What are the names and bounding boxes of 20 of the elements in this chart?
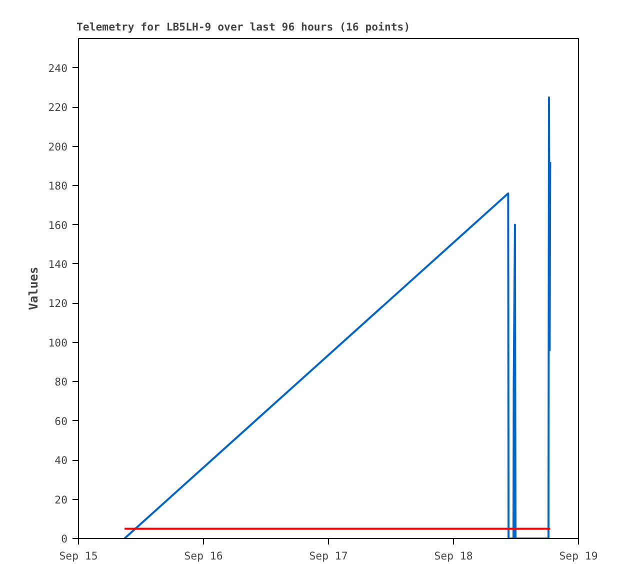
y-tick-label: 200: [48, 140, 68, 154]
y-tick-label: 20: [54, 493, 68, 506]
y-tick-label: 100: [48, 336, 68, 350]
y-tick-label: 60: [54, 414, 68, 428]
y-tick-label: 40: [54, 454, 68, 468]
y-tick-label: 160: [48, 218, 68, 232]
x-tick-label: Sep 18: [434, 550, 473, 562]
y-tick-label: 80: [54, 376, 68, 389]
y-tick-label: 220: [48, 101, 68, 114]
x-tick-label: Sep 15: [59, 550, 98, 562]
x-tick-label: Sep 19: [559, 550, 598, 562]
y-tick-label: 140: [48, 258, 68, 271]
y-tick-label: 240: [48, 62, 68, 75]
y-tick-label: 180: [48, 180, 68, 193]
y-axis-title: Values: [26, 266, 40, 310]
chart-title: Telemetry for LB5LH-9 over last 96 hours (16 points): [76, 20, 410, 34]
y-tick-label: 120: [48, 297, 68, 310]
x-tick-label: Sep 17: [309, 550, 348, 562]
x-tick-label: Sep 16: [184, 550, 223, 562]
y-tick-label: 0: [61, 532, 68, 546]
